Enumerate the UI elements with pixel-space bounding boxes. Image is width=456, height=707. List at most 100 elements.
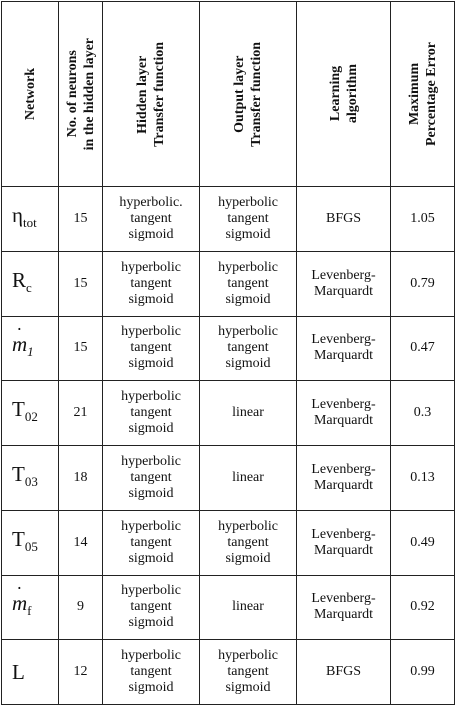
algorithm-cell: Levenberg- Marquardt xyxy=(296,315,391,382)
hidden-tf-cell-line: hyperbolic xyxy=(121,518,181,534)
hidden-tf-cell-line: hyperbolic xyxy=(121,648,181,664)
hidden-tf-cell-line: tangent xyxy=(130,664,172,680)
network-cell: T05 xyxy=(1,509,59,576)
table-row: mf9hyperbolictangentsigmoidlinearLevenbe… xyxy=(1,574,455,641)
network-symbol: L xyxy=(12,660,25,685)
hidden-tf-cell-line: sigmoid xyxy=(128,421,174,437)
error-cell: 0.13 xyxy=(390,445,455,511)
algorithm-cell-line: Marquardt xyxy=(313,348,374,364)
network-symbol: η xyxy=(12,202,23,227)
header-neurons-line1: No. of neurons xyxy=(64,50,80,138)
table-row: ηtot 15 hyperbolic. tangent sigmoid hyperboli… xyxy=(1,186,455,252)
hidden-tf-cell-line: sigmoid xyxy=(128,680,174,696)
output-tf-cell: linear xyxy=(199,445,297,511)
output-tf-cell-line: sigmoid xyxy=(225,291,271,307)
network-cell: T02 xyxy=(1,380,59,446)
header-row: Network No. of neurons in the hidden laye… xyxy=(1,1,455,187)
algorithm-cell-line: BFGS xyxy=(325,664,362,680)
hidden-tf-cell-line: tangent xyxy=(130,469,172,485)
algorithm-cell: Levenberg- Marquardt xyxy=(296,380,391,446)
output-tf-cell-line: hyperbolic xyxy=(218,259,278,275)
header-error: Maximum Percentage Error xyxy=(390,1,455,187)
hidden-tf-cell-line: hyperbolic xyxy=(121,453,181,469)
network-subscript: 1 xyxy=(27,344,34,360)
algorithm-cell: Levenberg- Marquardt xyxy=(296,509,391,576)
neurons-cell: 15 xyxy=(58,250,103,317)
network-cell: ηtot xyxy=(1,186,59,252)
network-cell: L xyxy=(1,639,59,705)
hidden-tf-cell-line: tangent xyxy=(130,534,172,550)
network-subscript: f xyxy=(27,603,32,619)
table-row: m115hyperbolictangentsigmoidhyperbolicta… xyxy=(1,315,455,382)
algorithm-cell-line: Levenberg- xyxy=(311,461,376,477)
hidden-tf-cell-line: sigmoid xyxy=(128,615,174,631)
network-symbol: m xyxy=(12,586,27,614)
neurons-cell: 15 xyxy=(58,186,103,252)
output-tf-cell-line: hyperbolic xyxy=(218,194,278,210)
hidden-tf-cell-line: hyperbolic. xyxy=(119,194,183,210)
hidden-tf-cell-line: sigmoid xyxy=(128,291,174,307)
hidden-tf-cell: hyperbolic tangent sigmoid xyxy=(102,315,200,382)
output-tf-cell: hyperbolic tangent sigmoid xyxy=(199,250,297,317)
header-error-line2: Percentage Error xyxy=(423,41,439,147)
algorithm-cell: Levenberg- Marquardt xyxy=(296,574,391,641)
output-tf-cell-line: sigmoid xyxy=(225,356,271,372)
hidden-tf-cell-line: tangent xyxy=(130,275,172,291)
hidden-tf-cell-line: sigmoid xyxy=(128,356,174,372)
hidden-tf-cell-line: hyperbolic xyxy=(121,259,181,275)
algorithm-cell: Levenberg- Marquardt xyxy=(296,445,391,511)
network-subscript: tot xyxy=(22,214,37,230)
output-tf-cell-line: sigmoid xyxy=(225,226,271,242)
neurons-cell: 9 xyxy=(58,574,103,641)
output-tf-cell-line: linear xyxy=(232,469,264,485)
hidden-tf-cell: hyperbolic. tangent sigmoid xyxy=(102,186,200,252)
hidden-tf-cell: hyperbolic tangent sigmoid xyxy=(102,445,200,511)
output-tf-cell: hyperbolic tangent sigmoid xyxy=(199,639,297,705)
neurons-cell: 18 xyxy=(58,445,103,511)
output-tf-cell-line: hyperbolic xyxy=(218,648,278,664)
network-cell: Rc xyxy=(1,250,59,317)
header-network: Network xyxy=(1,1,59,187)
error-cell: 0.49 xyxy=(390,509,455,576)
table-row: T03 18 hyperbolic tangent sigmoid linear Leven… xyxy=(1,445,455,511)
neurons-cell: 14 xyxy=(58,509,103,576)
network-subscript: 05 xyxy=(24,538,38,554)
hidden-tf-cell: hyperbolic tangent sigmoid xyxy=(102,509,200,576)
hidden-tf-cell-line: sigmoid xyxy=(128,226,174,242)
algorithm-cell-line: Marquardt xyxy=(313,607,374,623)
output-tf-cell-line: sigmoid xyxy=(225,550,271,566)
header-neurons: No. of neurons in the hidden layer xyxy=(58,1,103,187)
error-cell: 0.47 xyxy=(390,315,455,382)
algorithm-cell: BFGS xyxy=(296,186,391,252)
output-tf-cell-line: hyperbolic xyxy=(218,324,278,340)
neurons-cell: 15 xyxy=(58,315,103,382)
algorithm-cell: Levenberg- Marquardt xyxy=(296,250,391,317)
header-hidden-tf: Hidden layer Transfer function xyxy=(102,1,200,187)
error-cell: 0.3 xyxy=(390,380,455,446)
error-cell: 0.79 xyxy=(390,250,455,317)
output-tf-cell-line: tangent xyxy=(227,534,269,550)
hidden-tf-cell-line: hyperbolic xyxy=(121,389,181,405)
header-error-line1: Maximum xyxy=(406,62,422,126)
algorithm-cell-line: Levenberg- xyxy=(311,526,376,542)
table-row: Rc 15 hyperbolic tangent sigmoid hyperbolic ta… xyxy=(1,250,455,317)
algorithm-cell-line: Levenberg- xyxy=(311,591,376,607)
output-tf-cell-line: sigmoid xyxy=(225,680,271,696)
network-subscript: 03 xyxy=(24,473,38,489)
neurons-cell: 21 xyxy=(58,380,103,446)
hidden-tf-cell: hyperbolic tangent sigmoid xyxy=(102,639,200,705)
output-tf-cell: hyperbolic tangent sigmoid xyxy=(199,186,297,252)
header-network-text: Network xyxy=(22,67,38,121)
hidden-tf-cell: hyperbolic tangent sigmoid xyxy=(102,574,200,641)
algorithm-cell-line: Levenberg- xyxy=(311,332,376,348)
algorithm-cell-line: Levenberg- xyxy=(311,267,376,283)
hidden-tf-cell-line: tangent xyxy=(130,599,172,615)
hidden-tf-cell-line: tangent xyxy=(130,210,172,226)
header-learning: Learning algorithm xyxy=(296,1,391,187)
algorithm-cell-line: Marquardt xyxy=(313,542,374,558)
output-tf-cell-line: linear xyxy=(232,405,264,421)
output-tf-cell: hyperbolic tangent sigmoid xyxy=(199,315,297,382)
algorithm-cell-line: Marquardt xyxy=(313,283,374,299)
output-tf-cell: linear xyxy=(199,574,297,641)
